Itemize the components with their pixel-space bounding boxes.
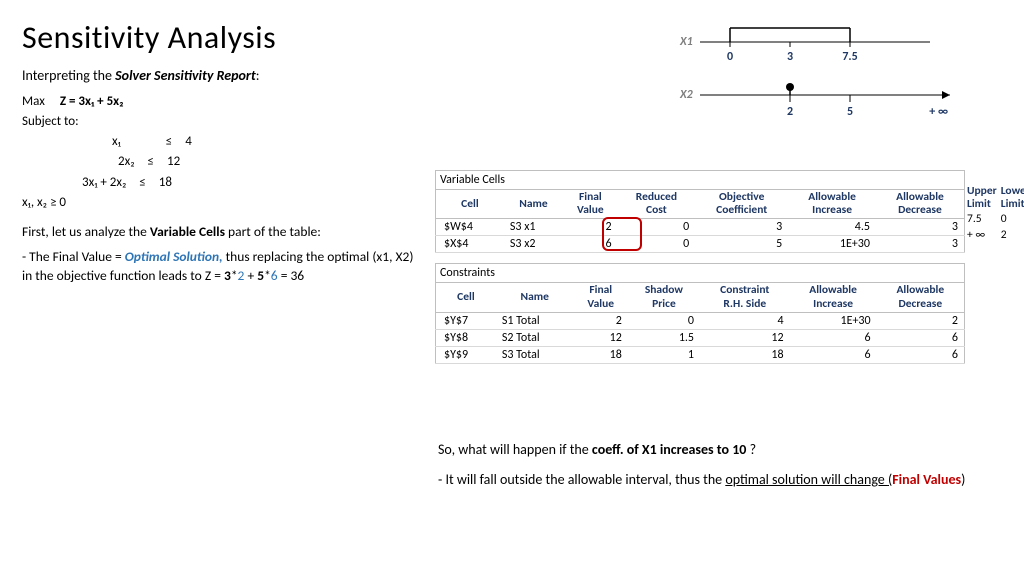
con-header-row: Cell Name FinalValue ShadowPrice Constra… <box>436 283 965 312</box>
svg-text:3: 3 <box>787 50 793 64</box>
svg-text:5: 5 <box>847 105 853 119</box>
subtitle-pre: Interpreting the <box>22 67 115 84</box>
constraint-2: 2x₂ ≤ 12 <box>22 152 422 172</box>
optimal-solution-label: Optimal Solution, <box>125 248 223 265</box>
subtitle-post: : <box>256 67 260 84</box>
svg-text:+ ∞: + ∞ <box>929 105 948 119</box>
table-row: $Y$7 S1 Total 2 0 4 1E+30 2 <box>436 312 965 329</box>
svg-text:2: 2 <box>787 105 793 119</box>
subtitle: Interpreting the Solver Sensitivity Repo… <box>22 67 422 84</box>
variable-cells-table: Variable Cells Cell Name FinalValue Redu… <box>435 170 965 253</box>
table-row: $W$4 S3 x1 2 0 3 4.5 3 <box>436 219 965 236</box>
con-table-caption: Constraints <box>435 263 965 282</box>
lp-formulation: Max Z = 3x₁ + 5x₂ Subject to: x₁ ≤ 4 2x₂… <box>22 92 422 213</box>
table-row: $X$4 S3 x2 6 0 5 1E+30 3 <box>436 236 965 253</box>
interval-diagram: X1 0 3 7.5 X2 2 5 + ∞ <box>650 20 1000 150</box>
lp-nonneg: x₁, x₂ ≥ 0 <box>22 193 422 213</box>
lp-max: Max <box>22 94 45 109</box>
analysis-text: First, let us analyze the Variable Cells… <box>22 223 422 286</box>
svg-text:7.5: 7.5 <box>842 50 857 64</box>
lp-subject: Subject to: <box>22 112 422 132</box>
var-table-caption: Variable Cells <box>435 170 965 189</box>
bottom-notes: So, what will happen if the coeff. of X1… <box>438 440 1002 489</box>
constraints-table: Constraints Cell Name FinalValue ShadowP… <box>435 263 965 363</box>
x2-axis-label: X2 <box>679 88 694 102</box>
x1-axis-label: X1 <box>679 35 693 49</box>
constraint-3: 3x₁ + 2x₂ ≤ 18 <box>22 173 422 193</box>
svg-text:0: 0 <box>727 50 733 64</box>
var-header-row: Cell Name FinalValue ReducedCost Objecti… <box>436 190 965 219</box>
table-row: $Y$9 S3 Total 18 1 18 6 6 <box>436 346 965 363</box>
constraint-1: x₁ ≤ 4 <box>22 132 422 152</box>
subtitle-bold: Solver Sensitivity Report <box>115 67 256 84</box>
table-row: $Y$8 S2 Total 12 1.5 12 6 6 <box>436 329 965 346</box>
lp-objective: Z = 3x₁ + 5x₂ <box>60 94 124 109</box>
limits-annotation: UpperLower LimitLimit 7.50 + ∞2 <box>967 185 1021 242</box>
